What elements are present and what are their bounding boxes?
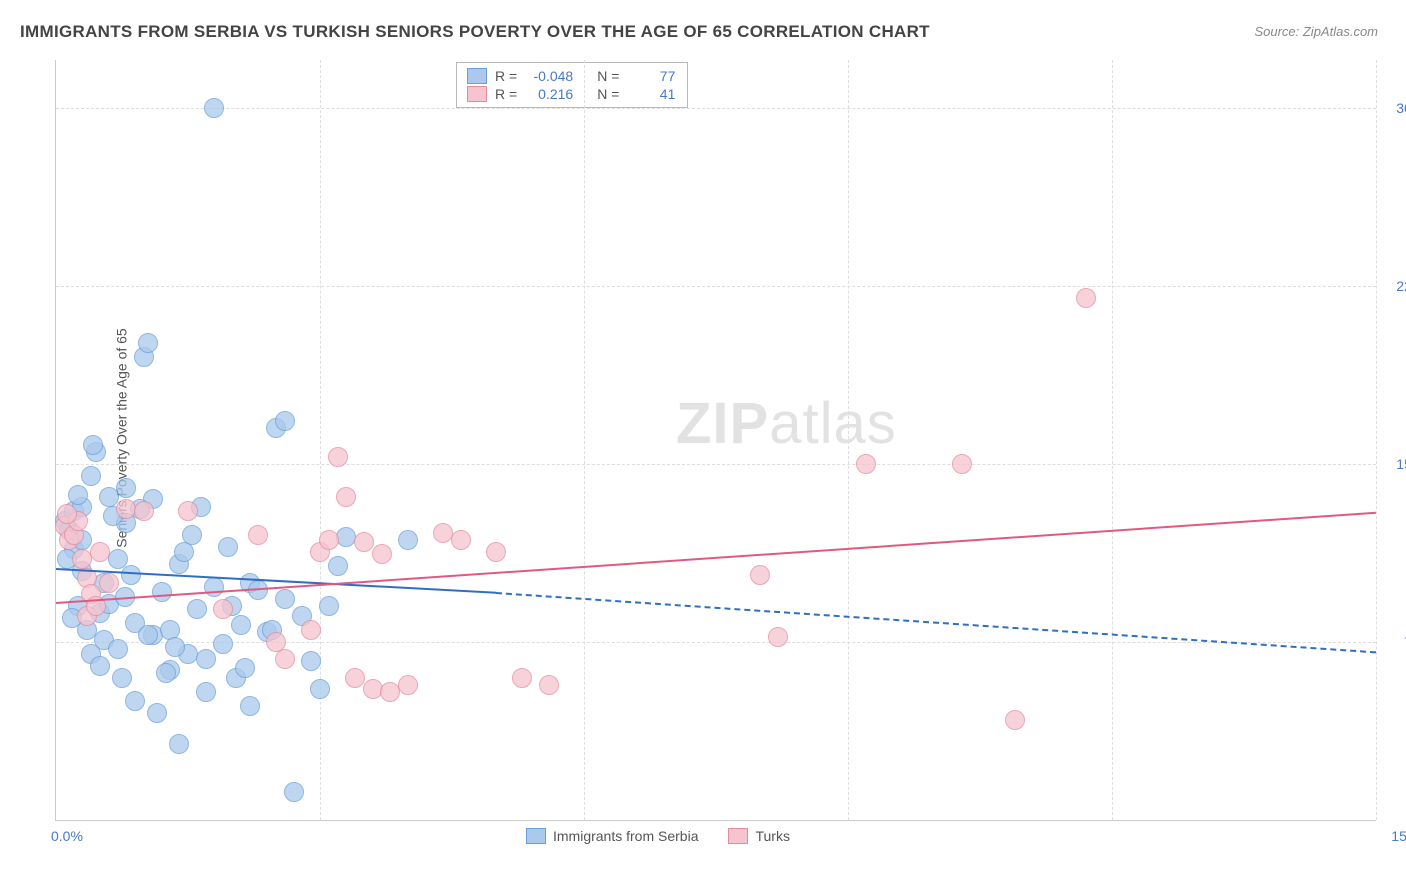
scatter-point xyxy=(108,639,128,659)
scatter-point xyxy=(108,549,128,569)
scatter-point xyxy=(204,98,224,118)
scatter-point xyxy=(486,542,506,562)
scatter-point xyxy=(275,411,295,431)
scatter-point xyxy=(319,530,339,550)
scatter-point xyxy=(354,532,374,552)
scatter-point xyxy=(768,627,788,647)
plot-area: ZIPatlas R = -0.048 N = 77 R = 0.216 N =… xyxy=(55,60,1376,821)
swatch-series1 xyxy=(467,68,487,84)
grid-line-h xyxy=(56,286,1376,287)
legend-swatch-series1 xyxy=(526,828,546,844)
scatter-point xyxy=(90,542,110,562)
scatter-point xyxy=(147,703,167,723)
scatter-point xyxy=(121,565,141,585)
scatter-point xyxy=(169,734,189,754)
scatter-point xyxy=(301,651,321,671)
scatter-point xyxy=(398,530,418,550)
scatter-point xyxy=(319,596,339,616)
legend: Immigrants from Serbia Turks xyxy=(526,828,790,844)
x-axis-tick-right: 15.0% xyxy=(1391,828,1406,844)
stats-row-series1: R = -0.048 N = 77 xyxy=(467,67,675,85)
chart-title: IMMIGRANTS FROM SERBIA VS TURKISH SENIOR… xyxy=(20,22,930,42)
scatter-point xyxy=(328,447,348,467)
scatter-point xyxy=(328,556,348,576)
grid-line-v xyxy=(1376,60,1377,820)
scatter-point xyxy=(99,573,119,593)
scatter-point xyxy=(240,696,260,716)
watermark: ZIPatlas xyxy=(676,390,897,457)
scatter-point xyxy=(345,668,365,688)
scatter-point xyxy=(152,582,172,602)
scatter-point xyxy=(1076,288,1096,308)
scatter-point xyxy=(310,679,330,699)
legend-swatch-series2 xyxy=(728,828,748,844)
scatter-point xyxy=(165,637,185,657)
scatter-point xyxy=(174,542,194,562)
scatter-point xyxy=(68,485,88,505)
scatter-point xyxy=(248,525,268,545)
y-axis-tick-label: 22.5% xyxy=(1381,278,1406,294)
x-axis-tick-left: 0.0% xyxy=(51,828,83,844)
stats-row-series2: R = 0.216 N = 41 xyxy=(467,85,675,103)
scatter-point xyxy=(116,478,136,498)
scatter-point xyxy=(952,454,972,474)
scatter-point xyxy=(235,658,255,678)
chart-container: IMMIGRANTS FROM SERBIA VS TURKISH SENIOR… xyxy=(0,0,1406,892)
grid-line-v xyxy=(320,60,321,820)
scatter-point xyxy=(204,577,224,597)
grid-line-v xyxy=(584,60,585,820)
swatch-series2 xyxy=(467,86,487,102)
scatter-point xyxy=(451,530,471,550)
scatter-point xyxy=(187,599,207,619)
y-axis-tick-label: 7.5% xyxy=(1381,634,1406,650)
scatter-point xyxy=(81,466,101,486)
grid-line-h xyxy=(56,464,1376,465)
scatter-point xyxy=(275,589,295,609)
scatter-point xyxy=(336,487,356,507)
grid-line-v xyxy=(848,60,849,820)
scatter-point xyxy=(112,668,132,688)
trend-line-extension xyxy=(496,592,1376,653)
scatter-point xyxy=(213,599,233,619)
scatter-point xyxy=(284,782,304,802)
scatter-point xyxy=(196,682,216,702)
scatter-point xyxy=(856,454,876,474)
scatter-point xyxy=(83,435,103,455)
scatter-point xyxy=(372,544,392,564)
legend-label-series1: Immigrants from Serbia xyxy=(553,828,698,844)
scatter-point xyxy=(213,634,233,654)
scatter-point xyxy=(138,625,158,645)
legend-label-series2: Turks xyxy=(755,828,789,844)
correlation-stats-box: R = -0.048 N = 77 R = 0.216 N = 41 xyxy=(456,62,688,108)
scatter-point xyxy=(231,615,251,635)
legend-item-series1: Immigrants from Serbia xyxy=(526,828,698,844)
y-axis-tick-label: 30.0% xyxy=(1381,100,1406,116)
scatter-point xyxy=(125,691,145,711)
grid-line-v xyxy=(1112,60,1113,820)
scatter-point xyxy=(156,663,176,683)
scatter-point xyxy=(512,668,532,688)
scatter-point xyxy=(90,656,110,676)
scatter-point xyxy=(275,649,295,669)
scatter-point xyxy=(301,620,321,640)
source-attribution: Source: ZipAtlas.com xyxy=(1254,24,1378,39)
scatter-point xyxy=(57,504,77,524)
grid-line-h xyxy=(56,108,1376,109)
y-axis-tick-label: 15.0% xyxy=(1381,456,1406,472)
scatter-point xyxy=(398,675,418,695)
legend-item-series2: Turks xyxy=(728,828,789,844)
scatter-point xyxy=(539,675,559,695)
scatter-point xyxy=(134,501,154,521)
scatter-point xyxy=(196,649,216,669)
scatter-point xyxy=(750,565,770,585)
grid-line-h xyxy=(56,642,1376,643)
scatter-point xyxy=(218,537,238,557)
scatter-point xyxy=(1005,710,1025,730)
scatter-point xyxy=(138,333,158,353)
scatter-point xyxy=(178,501,198,521)
